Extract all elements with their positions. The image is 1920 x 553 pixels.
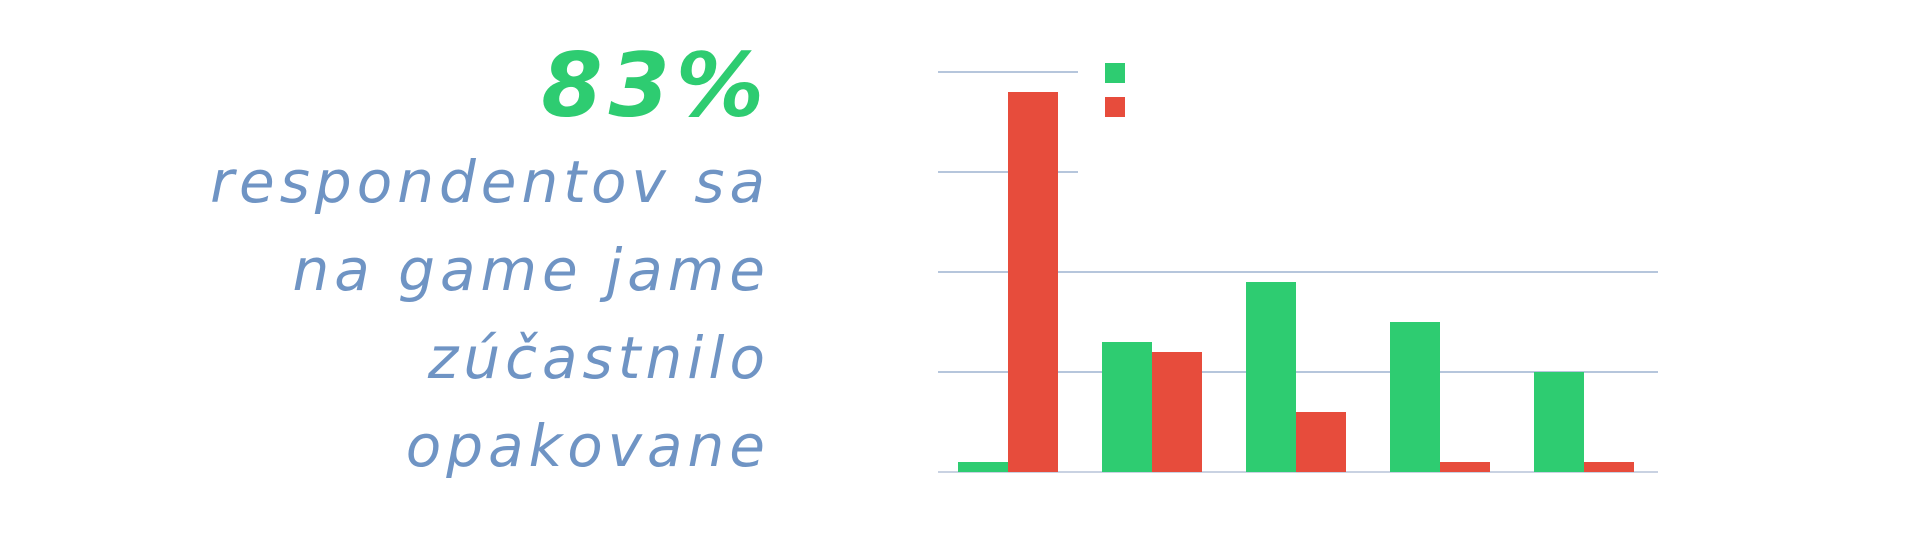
legend-swatch-series2 (1105, 97, 1125, 117)
bar-series1-cat3 (1246, 282, 1296, 472)
legend-swatch-series1 (1105, 63, 1125, 83)
stat-caption: respondentov sa na game jame zúčastnilo … (210, 138, 770, 490)
bar-series1-cat4 (1390, 322, 1440, 472)
stat-caption-line-1: respondentov sa (210, 148, 770, 216)
bar-series2-cat1 (1008, 92, 1058, 472)
bar-series2-cat4 (1440, 462, 1490, 472)
stat-caption-line-3: zúčastnilo (427, 324, 770, 392)
bar-series1-cat5 (1534, 372, 1584, 472)
stat-percent: 83% (541, 34, 770, 137)
bar-series1-cat1 (958, 462, 1008, 472)
bar-series2-cat2 (1152, 352, 1202, 472)
bar-series1-cat2 (1102, 342, 1152, 472)
stat-block: 83% respondentov sa na game jame zúčastn… (210, 42, 770, 490)
bar-series2-cat3 (1296, 412, 1346, 472)
bar-series2-cat5 (1584, 462, 1634, 472)
stat-caption-line-4: opakovane (405, 412, 770, 480)
stat-caption-line-2: na game jame (292, 236, 770, 304)
